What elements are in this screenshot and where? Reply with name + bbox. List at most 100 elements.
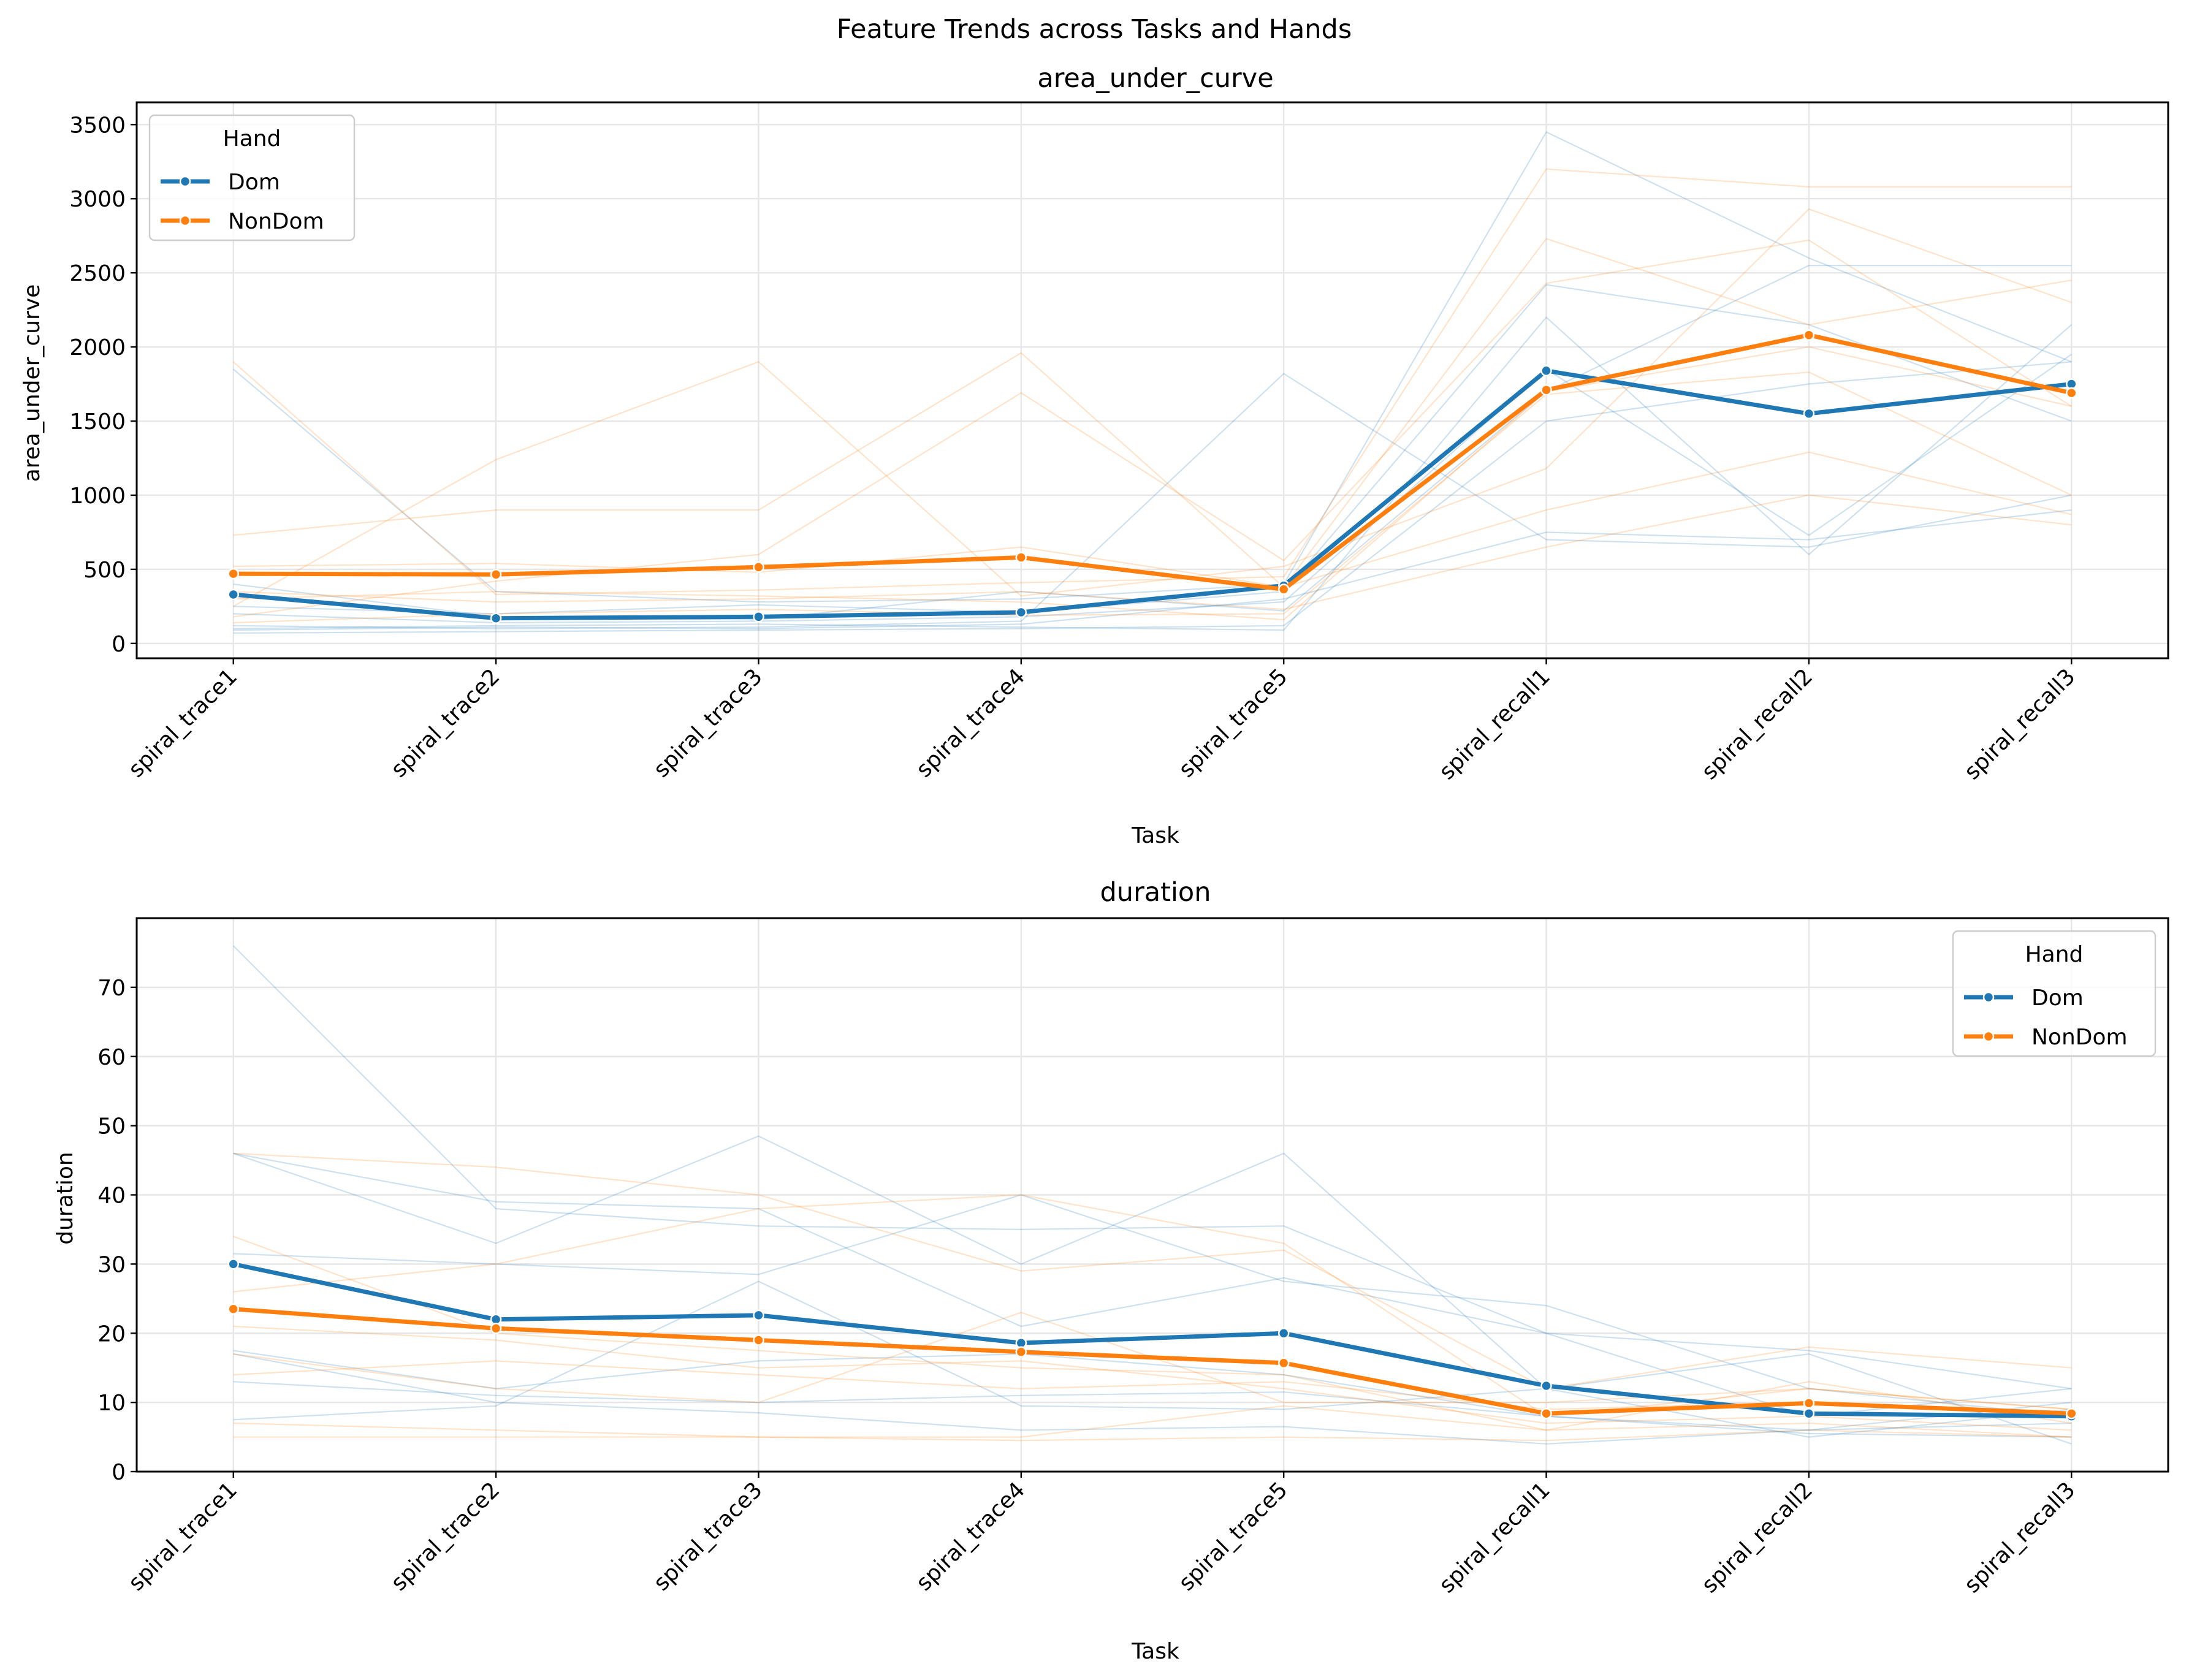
legend-title: Hand: [2025, 942, 2084, 967]
plot-frame: [135, 101, 2169, 659]
legend-marker-dom: [179, 175, 191, 188]
data-point-dom: [1803, 1407, 1815, 1420]
subject-line-dom: [233, 1280, 2072, 1445]
data-point-nondom: [1803, 1397, 1815, 1409]
panel-title: area_under_curve: [1037, 63, 1273, 94]
subject-line-dom: [232, 945, 2072, 1417]
y-tick-label: 60: [97, 1045, 126, 1070]
subject-line-nondom: [233, 1325, 2072, 1431]
legend-marker-dom: [1982, 991, 1995, 1003]
y-axis-label: duration: [53, 1152, 78, 1245]
subject-line-nondom: [233, 1405, 2072, 1438]
subject-line-nondom: [233, 346, 2072, 621]
x-axis-label: Task: [1131, 1639, 1179, 1664]
subject-line-nondom: [233, 239, 2072, 618]
x-tick-label: spiral_recall3: [1960, 664, 2081, 785]
x-tick-label: spiral_trace4: [912, 664, 1030, 782]
subject-line-dom: [233, 316, 2073, 631]
x-tick-label: spiral_recall2: [1697, 1477, 1818, 1598]
y-tick-label: 40: [97, 1184, 126, 1209]
subject-line-dom: [232, 131, 2072, 603]
subject-line-dom: [233, 1194, 2072, 1417]
series-line-dom: [232, 1261, 2072, 1419]
ticks: 0 10 20 30 40 50 60 70 spiral_trace1 spiral_trace…: [97, 976, 2080, 1598]
x-tick-label: spiral_trace3: [649, 664, 767, 782]
background-series: [232, 131, 2073, 634]
data-point-dom: [227, 1258, 239, 1270]
data-point-nondom: [1803, 329, 1815, 341]
legend-label-dom: Dom: [2031, 986, 2084, 1011]
y-tick-label: 10: [97, 1391, 126, 1416]
subject-line-nondom: [233, 1236, 2072, 1431]
subject-line-nondom: [233, 238, 2072, 588]
y-tick-label: 2500: [69, 261, 126, 286]
grid: [137, 918, 2168, 1473]
x-tick-label: spiral_recall3: [1960, 1477, 2081, 1598]
data-point-dom: [227, 588, 239, 601]
legend-marker-nondom: [179, 215, 191, 227]
y-tick-label: 0: [112, 632, 126, 657]
series-line-dom: [233, 368, 2072, 621]
subject-line-dom: [233, 1350, 2072, 1438]
legend-label-dom: Dom: [228, 170, 280, 195]
y-tick-label: 1500: [69, 409, 126, 435]
subject-line-dom: [233, 1135, 2072, 1438]
y-tick-label: 2000: [69, 335, 126, 360]
subject-line-nondom: [232, 168, 2072, 596]
x-tick-label: spiral_trace5: [1174, 664, 1292, 782]
data-point-nondom: [1015, 552, 1027, 563]
y-tick-label: 1000: [69, 484, 126, 509]
main-series: [227, 1258, 2077, 1422]
data-point-nondom: [2066, 1407, 2077, 1420]
data-point-dom: [753, 611, 764, 623]
x-tick-label: spiral_trace2: [386, 1477, 504, 1595]
subject-line-dom: [233, 284, 2072, 615]
data-point-nondom: [1540, 1407, 1552, 1420]
y-tick-label: 20: [97, 1321, 126, 1347]
data-point-dom: [1015, 606, 1027, 618]
legend-box: [148, 114, 356, 241]
data-point-dom: [753, 1309, 764, 1321]
subject-line-dom: [233, 509, 2072, 631]
subject-line-dom: [233, 1353, 2072, 1445]
data-point-nondom: [2066, 387, 2077, 399]
subject-line-dom: [233, 1152, 2072, 1389]
y-tick-label: 3000: [69, 187, 126, 212]
y-tick-label: 50: [97, 1114, 126, 1139]
data-point-nondom: [753, 561, 764, 573]
data-point-nondom: [1277, 583, 1290, 595]
data-point-nondom: [227, 1303, 239, 1315]
data-point-nondom: [753, 1334, 764, 1346]
subject-line-nondom: [233, 1152, 2072, 1389]
x-tick-label: spiral_recall1: [1434, 1477, 1555, 1598]
subject-line-nondom: [233, 1194, 2072, 1417]
y-tick-label: 0: [112, 1460, 126, 1485]
x-tick-label: spiral_trace1: [124, 664, 242, 782]
x-tick-label: spiral_trace1: [124, 1477, 242, 1595]
panel-area-under-curve: area_under_curve area_under_curve Task 0…: [20, 63, 2169, 848]
x-tick-label: spiral_trace3: [649, 1477, 767, 1595]
y-axis-label: area_under_curve: [20, 284, 45, 482]
data-point-dom: [490, 612, 502, 624]
legend-label-nondom: NonDom: [228, 209, 324, 234]
data-point-nondom: [490, 1323, 502, 1334]
subject-line-nondom: [233, 371, 2072, 624]
figure-suptitle: Feature Trends across Tasks and Hands: [837, 14, 1352, 45]
subject-line-dom: [233, 361, 2072, 634]
y-tick-label: 3500: [69, 113, 126, 138]
x-tick-label: spiral_recall2: [1697, 664, 1818, 785]
data-point-dom: [1540, 1380, 1552, 1392]
y-tick-label: 500: [83, 558, 126, 583]
x-tick-label: spiral_trace2: [386, 664, 504, 782]
main-series: [227, 329, 2077, 624]
data-point-nondom: [1277, 1357, 1290, 1369]
data-point-nondom: [490, 569, 502, 580]
grid: [137, 102, 2168, 658]
legend: Hand Dom NonDom: [1952, 930, 2157, 1057]
subject-line-nondom: [233, 1429, 2072, 1442]
data-point-dom: [1277, 1328, 1290, 1339]
x-tick-label: spiral_trace5: [1174, 1477, 1292, 1595]
series-line-nondom: [233, 333, 2073, 591]
subject-line-dom: [233, 1381, 2072, 1431]
